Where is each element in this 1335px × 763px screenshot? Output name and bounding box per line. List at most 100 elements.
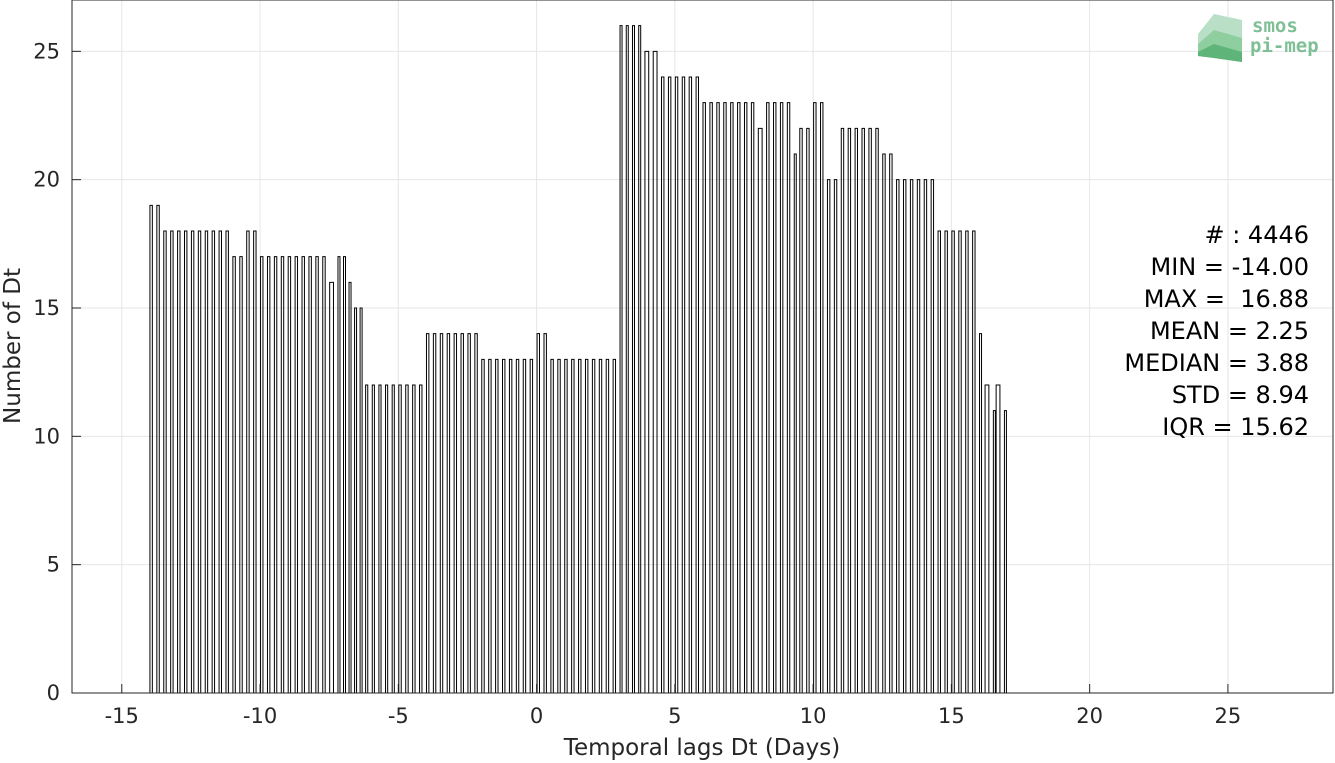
bar xyxy=(709,102,713,693)
bar xyxy=(343,256,347,693)
bar-bin-19 xyxy=(550,358,617,693)
stat-line-4: MEDIAN = 3.88 xyxy=(1124,349,1309,377)
bar xyxy=(702,102,706,693)
bar-bin-31 xyxy=(882,153,893,693)
bar xyxy=(598,358,603,693)
bar xyxy=(446,333,451,693)
bar-series xyxy=(149,25,1007,693)
bar xyxy=(937,230,941,693)
bar xyxy=(652,50,658,693)
bar xyxy=(779,102,784,693)
bar xyxy=(661,76,665,693)
bar xyxy=(183,230,188,693)
bar xyxy=(149,204,153,693)
bar xyxy=(266,256,271,693)
bar xyxy=(638,25,642,693)
bar xyxy=(246,230,250,693)
bar xyxy=(301,256,305,693)
bar xyxy=(605,358,610,693)
bar xyxy=(799,127,803,693)
bar xyxy=(391,384,395,693)
bar xyxy=(944,230,948,693)
bar xyxy=(425,333,430,693)
bar xyxy=(612,358,617,693)
bar xyxy=(813,102,817,693)
bar xyxy=(419,384,423,693)
statistics-annotation: # : 4446 MIN = -14.00 MAX = 16.88 MEAN = 2.… xyxy=(1124,221,1309,441)
bar xyxy=(385,384,389,693)
bar xyxy=(916,179,921,693)
y-tick-label-5: 25 xyxy=(33,39,60,63)
bar xyxy=(965,230,969,693)
stat-line-2: MAX = 16.88 xyxy=(1144,285,1309,313)
bar-bin-18 xyxy=(536,333,547,693)
y-tick-label-0: 0 xyxy=(47,681,60,705)
y-tick-label-4: 20 xyxy=(33,168,60,192)
y-axis-label: Number of Dt xyxy=(0,268,26,424)
bar xyxy=(695,76,699,693)
bar xyxy=(716,102,720,693)
bar xyxy=(522,358,527,693)
bar xyxy=(972,230,976,693)
bar xyxy=(882,153,886,693)
bar-bin-32 xyxy=(896,179,935,693)
x-tick-label-2: -5 xyxy=(388,704,409,728)
bar xyxy=(584,358,589,693)
bar xyxy=(348,281,352,693)
bar xyxy=(405,384,409,693)
bar xyxy=(239,256,243,693)
bar xyxy=(508,358,513,693)
bar-bin-12 xyxy=(365,384,395,693)
bar-bin-37 xyxy=(992,410,996,693)
x-tick-label-5: 10 xyxy=(800,704,827,728)
bar-bin-27 xyxy=(799,127,810,693)
logo-text-line1: smos xyxy=(1252,15,1298,37)
axes-box xyxy=(71,0,1334,694)
bar-bin-34 xyxy=(951,230,976,693)
bar-bin-1 xyxy=(163,230,188,693)
bar xyxy=(557,358,561,693)
bar-bin-21 xyxy=(644,50,658,693)
bar-bin-13 xyxy=(398,384,423,693)
bar xyxy=(371,384,375,693)
bar xyxy=(474,333,478,693)
bar xyxy=(543,333,547,693)
x-tick-label-1: -10 xyxy=(243,704,277,728)
bar xyxy=(578,358,582,693)
bar-bin-4 xyxy=(232,256,243,693)
bar xyxy=(995,384,1001,693)
stat-line-5: STD = 8.94 xyxy=(1172,381,1309,409)
smos-pimep-logo: smos pi-mep xyxy=(1198,14,1319,62)
bar xyxy=(750,102,755,693)
y-tick-label-2: 10 xyxy=(33,424,60,448)
logo-text-line2: pi-mep xyxy=(1250,35,1319,57)
bar xyxy=(743,102,748,693)
bar xyxy=(197,230,202,693)
bar xyxy=(631,25,635,693)
bar-bin-11 xyxy=(354,307,363,693)
bar xyxy=(833,179,838,693)
x-axis-label: Temporal lags Dt (Days) xyxy=(563,735,840,761)
bar xyxy=(515,358,520,693)
bar xyxy=(992,410,996,693)
bar-bin-8 xyxy=(329,281,334,693)
bar xyxy=(826,179,831,693)
x-tick-label-8: 25 xyxy=(1215,704,1242,728)
bar xyxy=(529,358,534,693)
bar xyxy=(564,358,568,693)
bar xyxy=(909,179,914,693)
x-tick-label-0: -15 xyxy=(105,704,139,728)
bar xyxy=(757,127,763,693)
bar xyxy=(225,230,229,693)
bar xyxy=(854,127,859,693)
bar-bin-33 xyxy=(937,230,948,693)
bar-bin-23 xyxy=(702,102,755,693)
bar xyxy=(571,358,575,693)
bar xyxy=(280,256,285,693)
bar xyxy=(923,179,928,693)
bar xyxy=(273,256,278,693)
bar xyxy=(984,384,990,693)
bar xyxy=(398,384,402,693)
stat-line-0: # : 4446 xyxy=(1204,221,1309,249)
